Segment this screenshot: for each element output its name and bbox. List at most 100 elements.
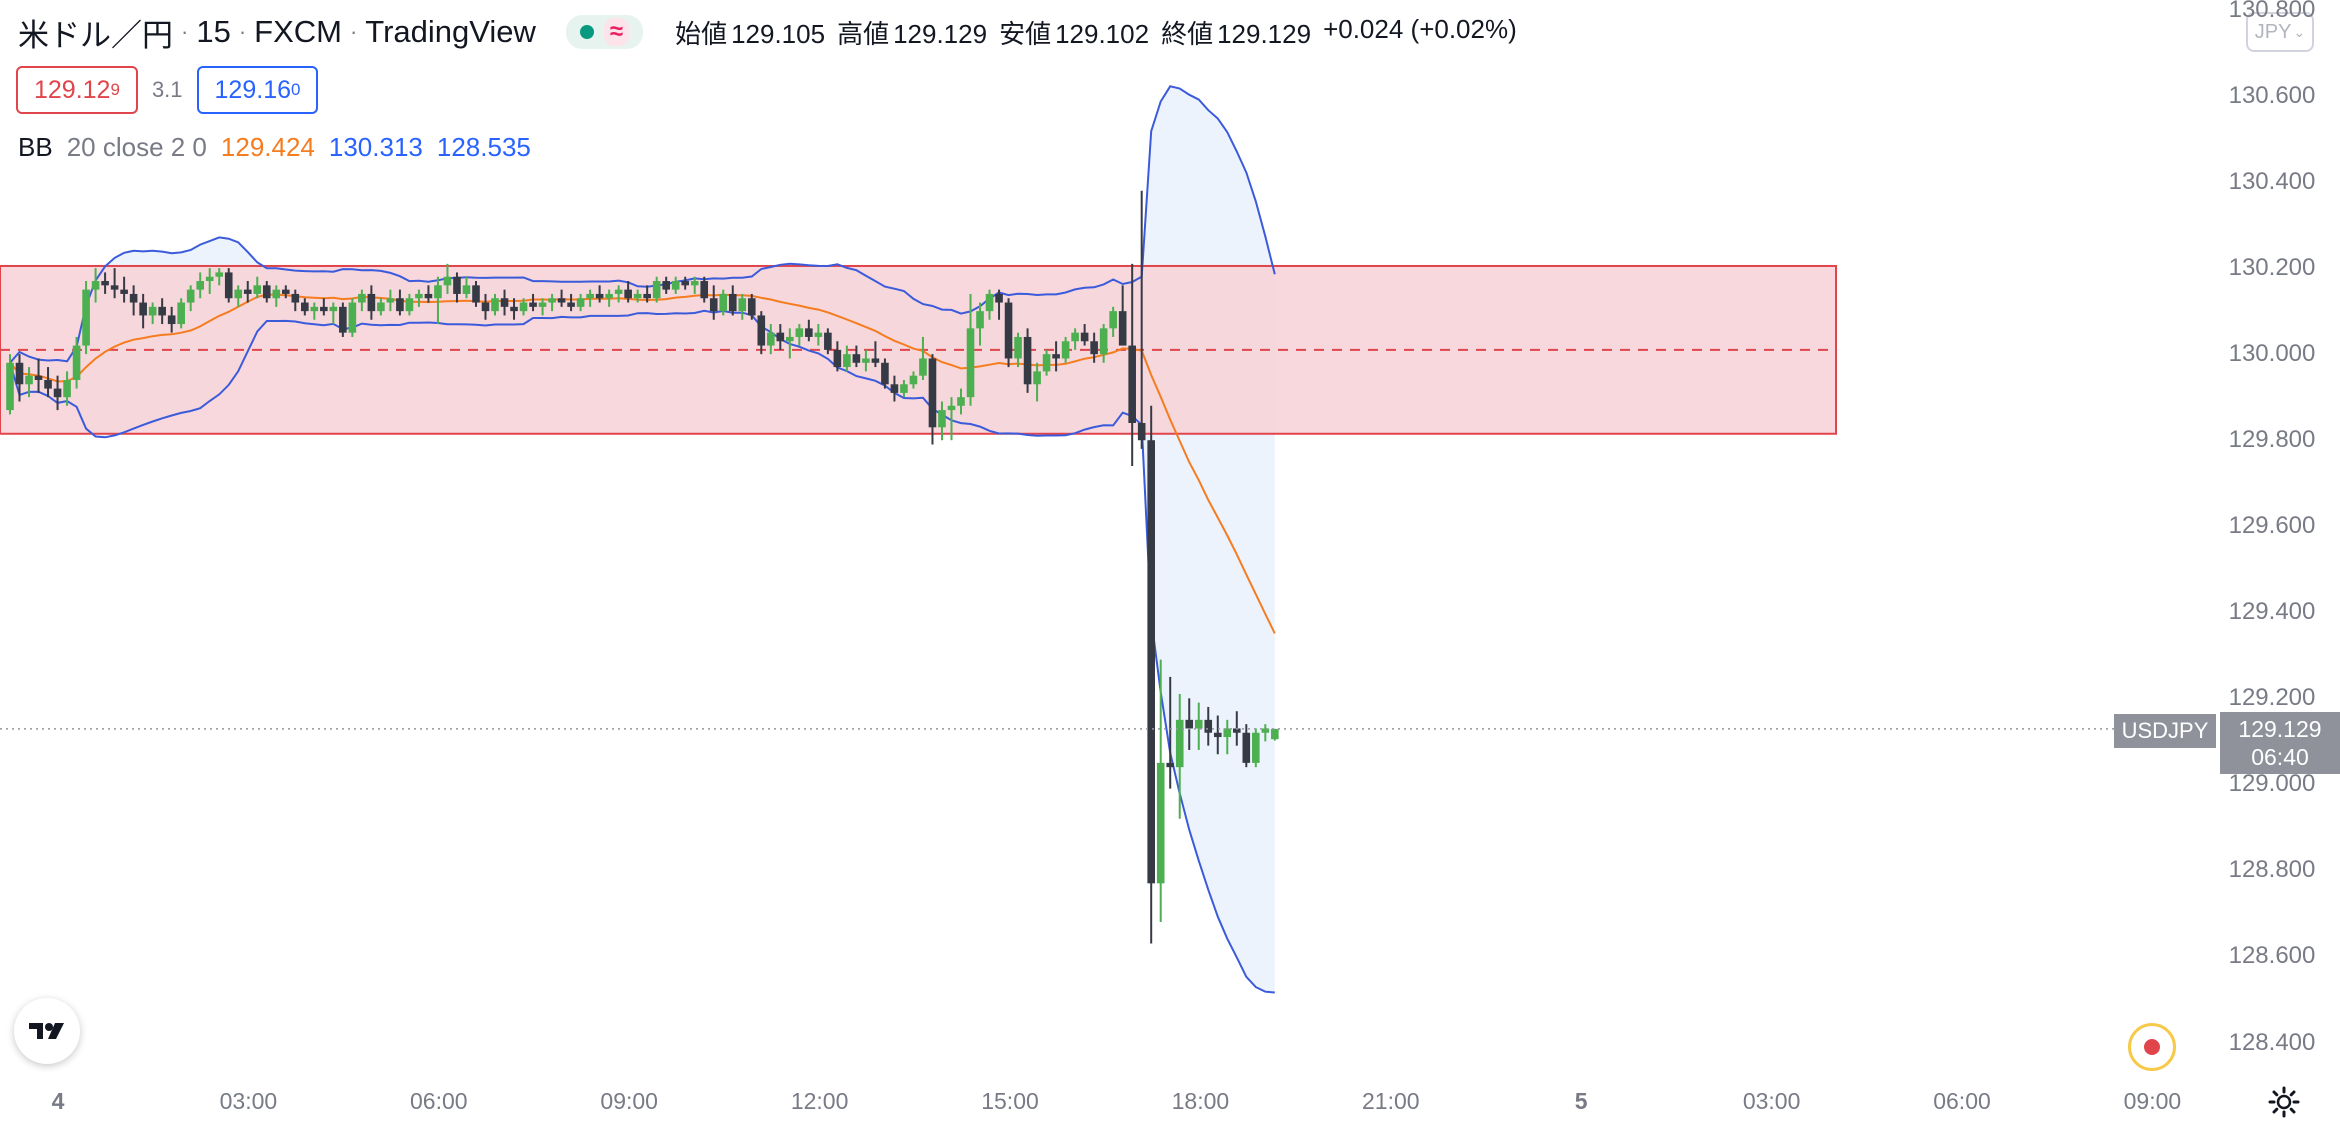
candle-body[interactable] xyxy=(148,306,157,316)
candle-body[interactable] xyxy=(1042,354,1051,372)
candle-body[interactable] xyxy=(34,375,43,380)
candle-body[interactable] xyxy=(348,302,357,333)
candle-body[interactable] xyxy=(472,285,480,303)
candle-body[interactable] xyxy=(871,358,880,363)
candle-body[interactable] xyxy=(966,328,975,398)
candle-body[interactable] xyxy=(443,276,452,286)
candle-body[interactable] xyxy=(310,306,319,312)
candle-body[interactable] xyxy=(177,302,185,325)
candle-body[interactable] xyxy=(985,293,994,312)
candle-body[interactable] xyxy=(424,293,433,299)
candle-body[interactable] xyxy=(462,285,471,294)
candle-body[interactable] xyxy=(919,358,927,376)
candle-body[interactable] xyxy=(776,332,785,342)
candle-body[interactable] xyxy=(405,298,414,312)
candle-body[interactable] xyxy=(262,285,271,299)
candle-body[interactable] xyxy=(272,289,281,299)
candle-body[interactable] xyxy=(709,298,718,312)
candle-body[interactable] xyxy=(301,302,309,312)
candle-body[interactable] xyxy=(110,285,119,290)
candle-body[interactable] xyxy=(757,315,766,346)
candle-body[interactable] xyxy=(671,281,680,290)
indicator-legend[interactable]: BB 20 close 2 0 129.424 130.313 128.535 xyxy=(18,132,531,163)
candle-body[interactable] xyxy=(786,336,794,342)
candle-body[interactable] xyxy=(738,298,747,312)
candle-body[interactable] xyxy=(329,306,338,312)
candle-body[interactable] xyxy=(595,293,604,299)
candle-body[interactable] xyxy=(129,293,138,303)
candle-body[interactable] xyxy=(1071,332,1079,342)
candle-body[interactable] xyxy=(681,281,690,286)
candle-body[interactable] xyxy=(633,293,642,299)
candle-body[interactable] xyxy=(843,354,851,368)
candle-body[interactable] xyxy=(767,332,775,346)
candle-body[interactable] xyxy=(215,272,224,277)
candle-body[interactable] xyxy=(862,358,870,363)
candle-body[interactable] xyxy=(909,375,918,385)
candle-body[interactable] xyxy=(1033,371,1041,385)
sell-button[interactable]: 129.12 9 xyxy=(16,66,138,114)
candle-body[interactable] xyxy=(167,315,176,325)
candle-body[interactable] xyxy=(186,289,195,303)
candle-body[interactable] xyxy=(557,298,566,303)
candle-body[interactable] xyxy=(1118,311,1127,346)
candle-body[interactable] xyxy=(281,289,290,294)
candle-body[interactable] xyxy=(538,302,547,307)
market-status-pill[interactable]: ≈ xyxy=(565,15,644,49)
candle-body[interactable] xyxy=(1242,732,1251,763)
candle-body[interactable] xyxy=(358,293,366,303)
candle-body[interactable] xyxy=(567,302,575,307)
candle-body[interactable] xyxy=(1261,728,1270,733)
candle-body[interactable] xyxy=(957,397,965,406)
candle-body[interactable] xyxy=(690,281,699,286)
record-button[interactable] xyxy=(2128,1023,2176,1071)
candle-body[interactable] xyxy=(1137,423,1146,441)
candle-body[interactable] xyxy=(91,281,100,290)
candle-body[interactable] xyxy=(63,379,71,398)
candle-body[interactable] xyxy=(1061,341,1070,359)
candle-body[interactable] xyxy=(1252,732,1260,763)
candle-body[interactable] xyxy=(586,293,594,299)
candle-body[interactable] xyxy=(1185,719,1194,729)
candle-body[interactable] xyxy=(396,298,404,312)
candle-body[interactable] xyxy=(481,302,490,312)
candle-body[interactable] xyxy=(386,298,395,303)
symbol-name[interactable]: 米ドル／円 xyxy=(18,17,173,53)
candle-body[interactable] xyxy=(1204,719,1213,733)
candle-body[interactable] xyxy=(805,328,813,337)
candle-body[interactable] xyxy=(881,362,889,385)
candle-body[interactable] xyxy=(205,276,214,282)
candle-body[interactable] xyxy=(6,362,14,411)
candle-body[interactable] xyxy=(377,302,385,312)
candle-body[interactable] xyxy=(158,306,166,316)
candle-body[interactable] xyxy=(976,311,984,329)
buy-button[interactable]: 129.16 0 xyxy=(196,66,319,114)
candle-body[interactable] xyxy=(1014,336,1022,359)
candle-body[interactable] xyxy=(491,298,499,312)
candle-body[interactable] xyxy=(995,293,1003,303)
candle-body[interactable] xyxy=(243,289,252,294)
candle-body[interactable] xyxy=(1099,328,1108,355)
candle-body[interactable] xyxy=(624,289,632,299)
candle-body[interactable] xyxy=(576,298,585,307)
candle-body[interactable] xyxy=(15,362,24,385)
candle-body[interactable] xyxy=(1232,728,1241,733)
candle-body[interactable] xyxy=(415,293,423,299)
candle-body[interactable] xyxy=(938,410,946,428)
candle-body[interactable] xyxy=(1052,354,1060,359)
candle-body[interactable] xyxy=(510,306,518,312)
settings-gear-icon[interactable] xyxy=(2268,1086,2300,1118)
candle-body[interactable] xyxy=(1271,728,1279,740)
candle-body[interactable] xyxy=(529,302,537,307)
candle-body[interactable] xyxy=(291,293,300,303)
candle-body[interactable] xyxy=(548,298,556,303)
candle-body[interactable] xyxy=(1166,762,1175,768)
candle-body[interactable] xyxy=(434,285,442,299)
candle-body[interactable] xyxy=(1128,345,1136,423)
candle-body[interactable] xyxy=(795,328,804,337)
candle-body[interactable] xyxy=(339,306,347,333)
candle-body[interactable] xyxy=(139,302,147,316)
candle-body[interactable] xyxy=(1175,719,1184,768)
candle-body[interactable] xyxy=(1004,302,1013,359)
